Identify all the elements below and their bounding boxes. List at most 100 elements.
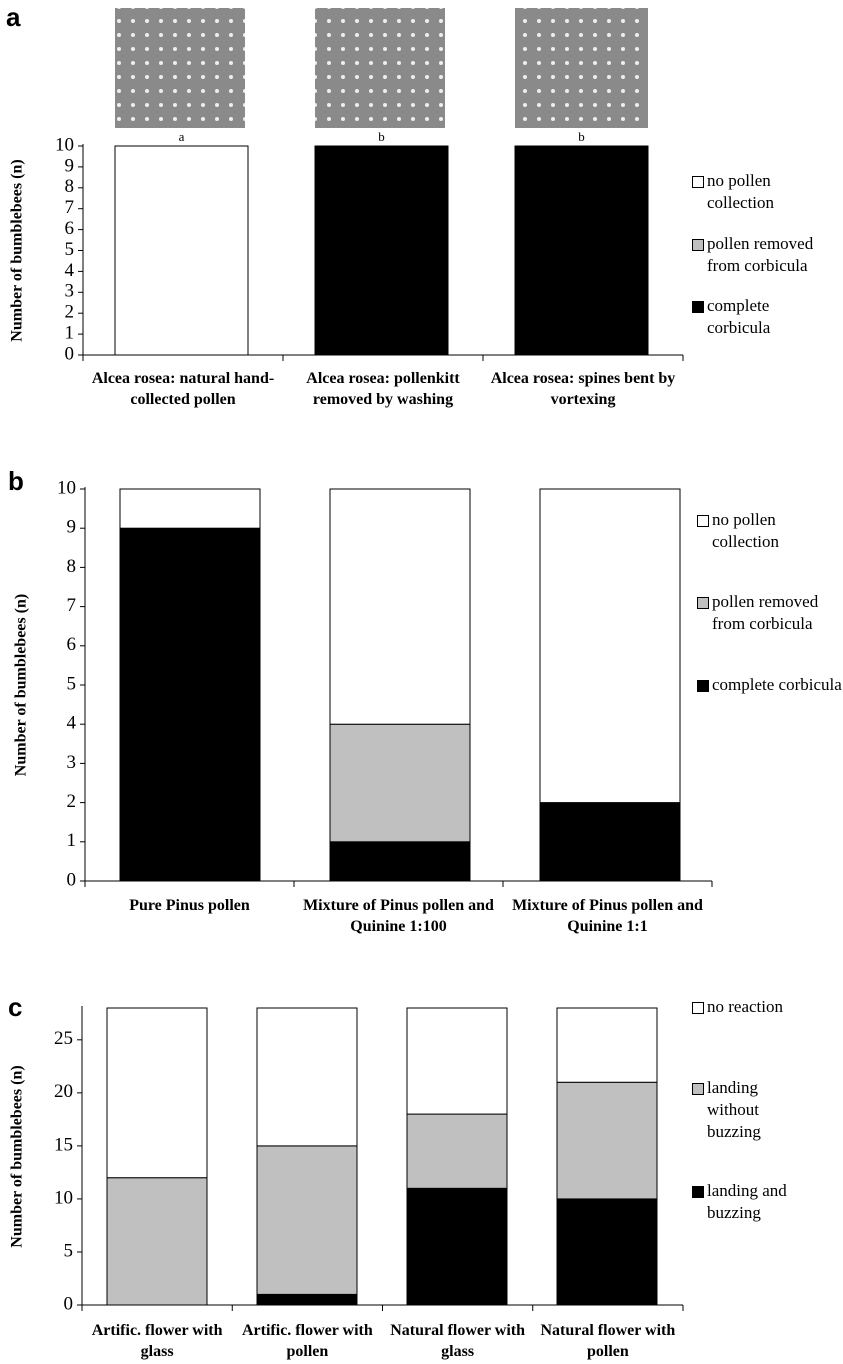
x-tick-label: Natural flower with pollen [533,1320,683,1362]
bar-segment [120,489,260,528]
y-tick-label: 9 [67,517,77,538]
legend-item: complete corbicula [692,295,832,339]
legend-label: pollen removed from corbicula [712,591,843,635]
y-axis-label: Number of bumblebees (n) [9,1065,26,1247]
significance-letter: b [578,129,585,144]
legend-item: no pollen collection [697,509,843,553]
y-tick-label: 0 [64,1293,74,1314]
x-tick-label: Natural flower with glass [383,1320,533,1362]
pollen-image [315,8,445,128]
bar-segment [540,803,680,881]
panel-label: a [6,2,20,33]
legend-swatch [692,1186,704,1198]
y-tick-label: 15 [54,1134,73,1155]
legend-item: complete corbicula [697,674,843,696]
y-tick-label: 7 [67,595,77,616]
x-tick-label: Artific. flower with glass [82,1320,232,1362]
bar-segment [407,1114,507,1188]
bar-segment [540,489,680,803]
x-tick-label: Artific. flower with pollen [232,1320,382,1362]
y-tick-label: 1 [67,830,77,851]
y-tick-label: 0 [67,869,77,890]
legend-label: complete corbicula [712,674,842,696]
y-tick-label: 6 [67,634,77,655]
bar-segment [257,1008,357,1146]
bar-segment [120,528,260,881]
legend-label: no reaction [707,996,783,1018]
y-tick-label: 8 [65,176,75,197]
bar-segment [407,1008,507,1114]
legend-item: pollen removed from corbicula [697,591,843,635]
legend-swatch [697,680,709,692]
x-tick-label: Alcea rosea: spines bent by vortexing [483,368,683,410]
legend-swatch [697,515,709,527]
legend-label: no pollen collection [712,509,843,553]
bar-segment [330,489,470,724]
y-tick-label: 7 [65,197,75,218]
bar-segment [257,1146,357,1295]
legend-label: landing and buzzing [707,1180,802,1224]
x-tick-label: Pure Pinus pollen [80,895,300,916]
bar-segment [557,1082,657,1199]
y-tick-label: 25 [54,1028,73,1049]
y-tick-label: 5 [64,1240,74,1261]
pollen-image [515,8,648,128]
x-tick-label: Mixture of Pinus pollen and Quinine 1:1 [498,895,718,937]
panel-label: c [8,992,22,1023]
y-tick-label: 5 [65,239,75,260]
figure: Number of bumblebees (n)012345678910abbN… [0,0,843,1364]
legend-swatch [697,597,709,609]
significance-letter: b [378,129,385,144]
bar-segment [515,146,648,355]
legend-swatch [692,176,704,188]
legend-swatch [692,1083,704,1095]
legend-label: landing without buzzing [707,1077,802,1143]
y-tick-label: 9 [65,155,75,176]
panel-label: b [8,466,24,497]
legend-label: complete corbicula [707,295,832,339]
legend-swatch [692,1002,704,1014]
y-tick-label: 0 [65,343,75,364]
y-tick-label: 10 [54,1187,73,1208]
legend-swatch [692,239,704,251]
pollen-images [115,8,648,128]
x-tick-label: Alcea rosea: pollenkitt removed by washi… [283,368,483,410]
bar-segment [557,1199,657,1305]
legend-label: no pollen collection [707,170,832,214]
y-tick-label: 1 [65,322,75,343]
bar-segment [315,146,448,355]
legend-item: pollen removed from corbicula [692,233,832,277]
y-tick-label: 20 [54,1081,73,1102]
legend-item: no reaction [692,996,802,1018]
bar-segment [107,1178,207,1305]
y-tick-label: 5 [67,673,77,694]
bar-segment [115,146,248,355]
bar-segment [407,1188,507,1305]
y-tick-label: 10 [55,134,74,155]
x-tick-label: Mixture of Pinus pollen and Quinine 1:10… [289,895,509,937]
bar-segment [107,1008,207,1178]
y-tick-label: 3 [65,281,75,302]
bar-segment [330,842,470,881]
y-tick-label: 10 [57,477,76,498]
y-axis-label: Number of bumblebees (n) [13,594,30,776]
pollen-image [115,8,245,128]
bar-segment [257,1294,357,1305]
y-tick-label: 4 [67,713,77,734]
legend-item: no pollen collection [692,170,832,214]
legend-label: pollen removed from corbicula [707,233,832,277]
y-tick-label: 3 [67,752,77,773]
bar-segment [557,1008,657,1082]
y-tick-label: 6 [65,218,75,239]
legend-item: landing and buzzing [692,1180,802,1224]
y-axis-label: Number of bumblebees (n) [9,159,26,341]
y-tick-label: 8 [67,556,77,577]
bar-segment [330,724,470,842]
significance-letter: a [179,129,185,144]
y-tick-label: 2 [65,302,75,323]
x-tick-label: Alcea rosea: natural hand-collected poll… [83,368,283,410]
y-tick-label: 4 [65,260,75,281]
legend-swatch [692,301,704,313]
y-tick-label: 2 [67,791,77,812]
legend-item: landing without buzzing [692,1077,802,1143]
